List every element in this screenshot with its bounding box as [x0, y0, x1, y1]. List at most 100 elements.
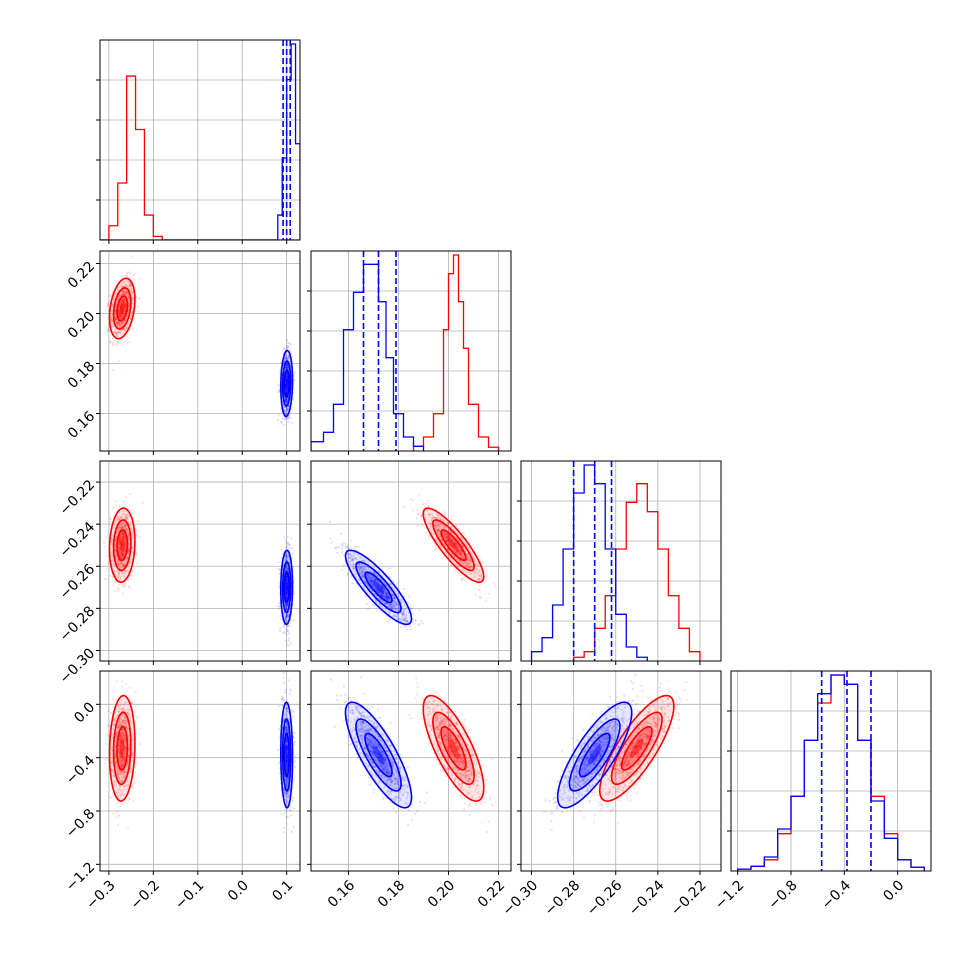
scatter-point	[119, 306, 122, 309]
scatter-point	[124, 294, 127, 297]
scatter-point	[120, 302, 123, 305]
scatter-point	[286, 363, 289, 367]
scatter-point	[286, 357, 289, 360]
density-contour	[112, 287, 132, 330]
scatter-point	[109, 574, 112, 578]
scatter-point	[285, 411, 288, 414]
scatter-point	[103, 577, 106, 581]
scatter-point	[121, 563, 124, 566]
scatter-point	[286, 347, 289, 350]
scatter-point	[131, 527, 134, 531]
scatter-point	[286, 408, 289, 412]
scatter-point	[284, 397, 287, 400]
scatter-point	[111, 318, 114, 321]
scatter-point	[120, 307, 123, 310]
scatter-point	[132, 509, 135, 512]
scatter-point	[284, 406, 287, 409]
panel-content	[311, 251, 500, 451]
scatter-point	[122, 525, 125, 529]
scatter-point	[285, 397, 288, 400]
scatter-point	[110, 315, 113, 318]
scatter-point	[113, 295, 116, 298]
scatter-point	[131, 570, 134, 573]
scatter-point	[279, 629, 282, 632]
density-contour	[116, 295, 129, 322]
scatter-point	[120, 523, 123, 526]
scatter-point	[117, 314, 120, 318]
scatter-point	[121, 304, 124, 307]
scatter-point	[286, 366, 289, 369]
scatter-point	[127, 308, 130, 311]
scatter-point	[286, 383, 289, 386]
scatter-point	[117, 321, 120, 324]
scatter-point	[287, 415, 290, 419]
scatter-point	[121, 300, 124, 303]
scatter-point	[118, 505, 121, 508]
scatter-point	[285, 627, 288, 630]
scatter-point	[126, 513, 129, 516]
scatter-point	[131, 297, 134, 300]
scatter-point	[337, 545, 341, 549]
scatter-point	[123, 563, 126, 567]
scatter-point	[123, 321, 126, 325]
scatter-point	[118, 310, 121, 313]
scatter-point	[122, 332, 125, 335]
scatter-point	[118, 315, 121, 319]
scatter-point	[115, 317, 118, 320]
scatter-point	[120, 304, 124, 307]
scatter-point	[114, 500, 117, 503]
scatter-point	[285, 374, 288, 377]
scatter-point	[122, 315, 125, 318]
scatter-point	[285, 400, 288, 403]
scatter-point	[117, 322, 120, 325]
scatter-point	[122, 544, 125, 547]
scatter-point	[286, 384, 289, 388]
scatter-point	[285, 384, 288, 387]
scatter-point	[124, 547, 127, 550]
scatter-point	[286, 386, 289, 389]
scatter-point	[131, 309, 134, 313]
scatter-point	[124, 306, 127, 309]
scatter-point	[121, 303, 124, 306]
scatter-point	[125, 283, 128, 286]
scatter-point	[128, 586, 131, 589]
scatter-point	[120, 303, 123, 306]
scatter-point	[129, 314, 132, 317]
scatter-point	[119, 314, 122, 317]
scatter-point	[110, 342, 114, 345]
scatter-point	[115, 531, 118, 534]
scatter-point	[117, 309, 120, 312]
scatter-point	[118, 314, 121, 317]
scatter-point	[286, 380, 289, 383]
scatter-point	[127, 535, 130, 538]
scatter-point	[284, 398, 287, 401]
scatter-point	[128, 306, 131, 309]
scatter-point	[122, 583, 125, 586]
scatter-point	[126, 295, 129, 298]
scatter-point	[285, 388, 288, 391]
scatter-point	[110, 319, 113, 322]
scatter-point	[285, 374, 288, 377]
scatter-point	[111, 552, 114, 556]
scatter-point	[107, 326, 110, 329]
scatter-point	[121, 290, 124, 293]
scatter-point	[125, 292, 128, 295]
scatter-point	[118, 309, 121, 312]
scatter-point	[137, 529, 140, 532]
scatter-point	[121, 313, 125, 316]
scatter-point	[121, 300, 124, 303]
scatter-point	[127, 284, 130, 287]
scatter-point	[107, 561, 110, 565]
scatter-point	[122, 322, 125, 325]
scatter-point	[122, 562, 125, 566]
scatter-point	[284, 356, 288, 359]
scatter-point	[123, 308, 126, 311]
panel-background	[100, 40, 300, 240]
scatter-point	[121, 312, 124, 315]
scatter-point	[115, 332, 118, 335]
scatter-point	[285, 406, 288, 409]
scatter-point	[111, 558, 115, 562]
scatter-point	[119, 317, 122, 320]
scatter-point	[288, 357, 291, 361]
scatter-point	[121, 311, 125, 314]
